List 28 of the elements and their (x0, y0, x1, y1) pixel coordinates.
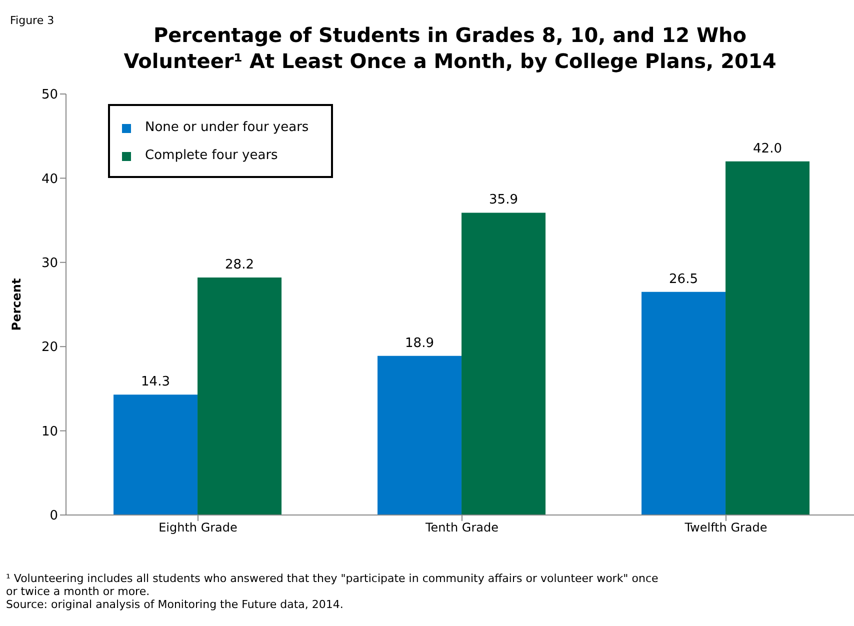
x-tick-label: Twelfth Grade (684, 520, 768, 535)
bar (642, 292, 726, 515)
y-tick-label: 0 (50, 508, 58, 524)
caption: Figure 3 (10, 14, 54, 27)
y-axis-title: Percent (9, 278, 24, 331)
data-label: 35.9 (489, 192, 518, 208)
y-tick-label: 10 (41, 424, 58, 440)
y-tick-label: 30 (41, 256, 58, 272)
y-tick-label: 50 (41, 88, 58, 103)
text: ¹ Volunteering includes all students who answered that they "participate in community affairs or volunteer work" once or twice a month or more. (6, 572, 660, 598)
bar (378, 356, 462, 515)
legend-label: None or under four years (145, 119, 309, 137)
chart-title: Percentage of Students in Grades 8, 10, and 12 Who Volunteer¹ At Least Once a Month, by College Plans, 2014 (122, 22, 778, 74)
bar (726, 161, 810, 515)
x-tick-label: Eighth Grade (158, 520, 238, 535)
bar (114, 394, 198, 515)
data-label: 14.3 (141, 374, 170, 390)
y-tick-label: 20 (41, 340, 58, 356)
data-label: 42.0 (753, 141, 782, 156)
data-label: 18.9 (405, 336, 434, 351)
x-tick-label: Tenth Grade (424, 520, 498, 535)
bar (462, 212, 546, 515)
legend-label: Complete four years (145, 147, 278, 165)
bar (198, 278, 282, 515)
data-label: 28.2 (225, 258, 254, 273)
data-label: 26.5 (669, 272, 698, 287)
source-note: Source: original analysis of Monitoring the Future data, 2014. (6, 598, 344, 611)
y-tick-label: 40 (41, 172, 58, 187)
